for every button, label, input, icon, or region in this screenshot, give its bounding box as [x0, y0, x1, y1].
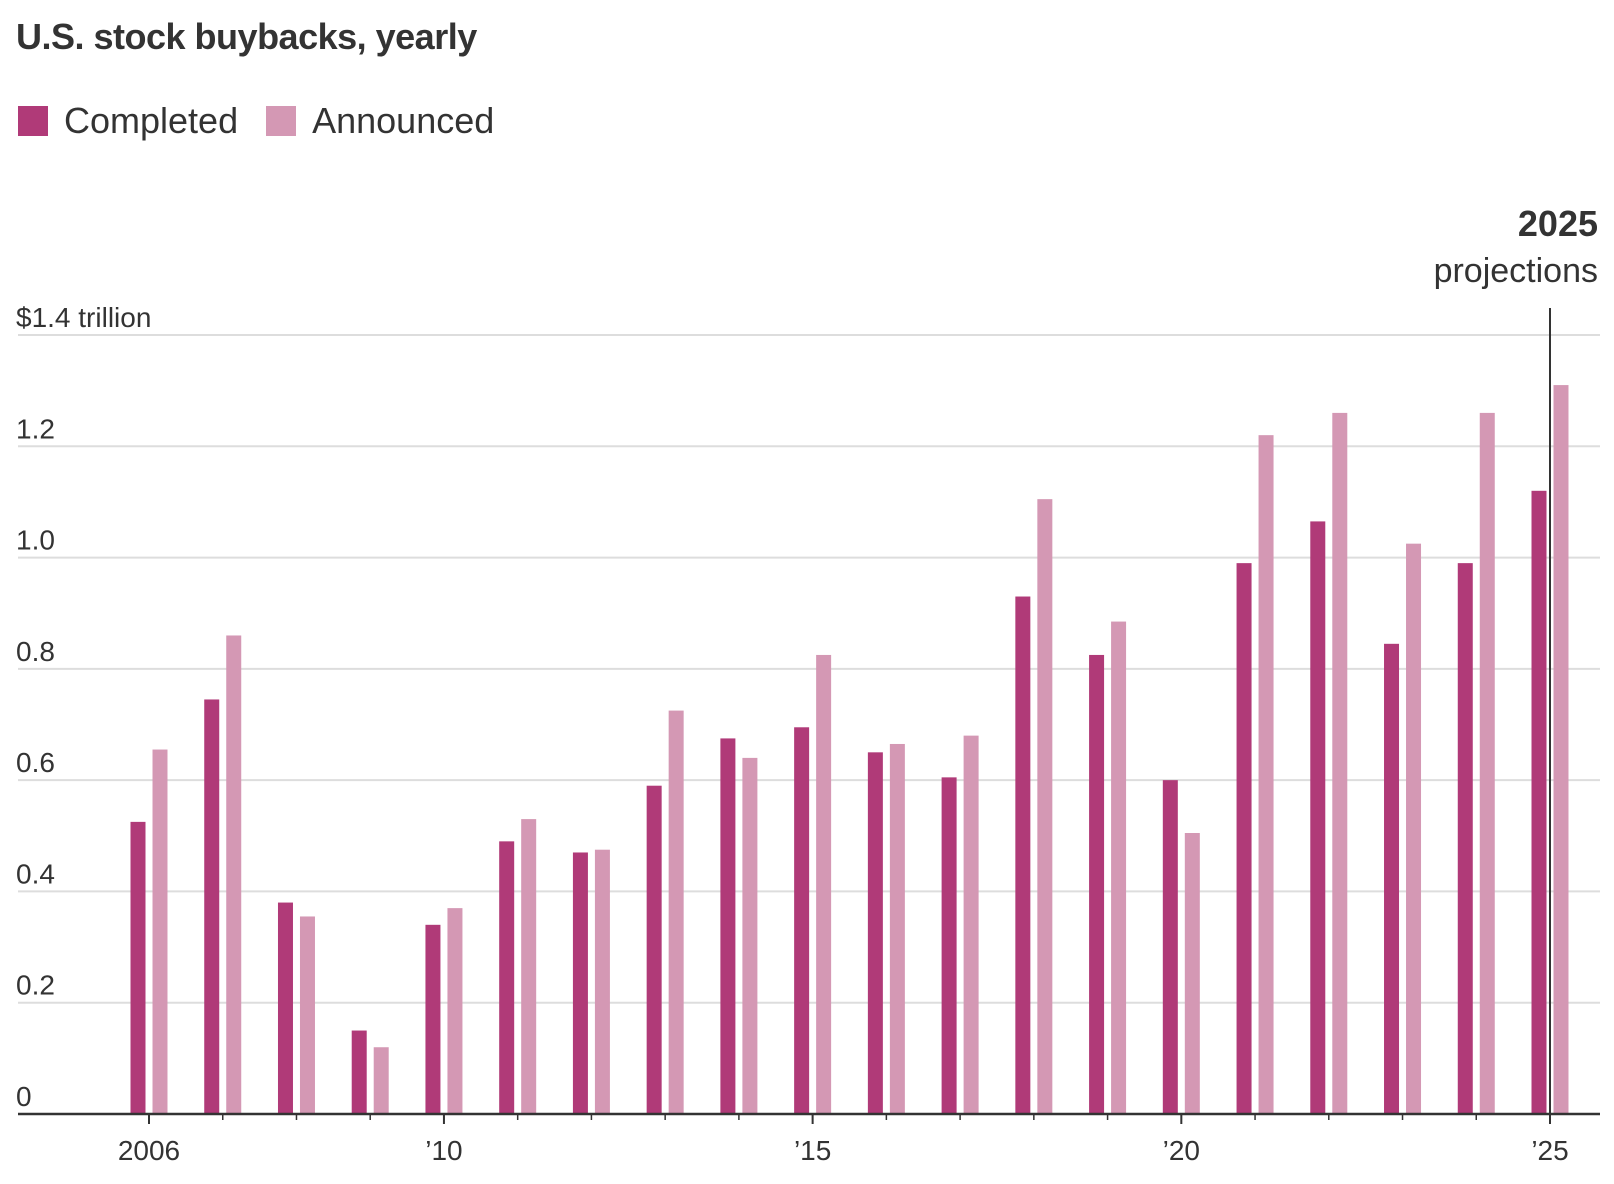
bar-announced — [742, 757, 758, 1114]
bar-completed — [867, 752, 883, 1114]
y-tick-label: 0.8 — [16, 636, 55, 667]
bar-completed — [1531, 490, 1547, 1114]
bar-announced — [373, 1047, 389, 1114]
bar-completed — [1384, 643, 1400, 1114]
bar-announced — [1406, 543, 1422, 1114]
bar-announced — [521, 819, 537, 1114]
bar-announced — [1037, 499, 1053, 1114]
bar-completed — [204, 699, 220, 1114]
bars — [130, 385, 1569, 1115]
bar-announced — [152, 749, 168, 1114]
bar-completed — [1236, 563, 1252, 1114]
y-tick-label: 0.4 — [16, 858, 55, 889]
legend-label-completed: Completed — [64, 100, 239, 141]
y-tick-label: 0.2 — [16, 970, 55, 1001]
y-tick-label: 1.0 — [16, 525, 55, 556]
x-tick-label: 2006 — [118, 1135, 180, 1166]
y-tick-label: 0.6 — [16, 747, 55, 778]
bar-announced — [594, 849, 610, 1114]
bar-announced — [1184, 833, 1200, 1114]
legend-item-announced: Announced — [266, 100, 494, 142]
chart-title: U.S. stock buybacks, yearly — [16, 16, 477, 57]
x-tick-label: ’10 — [425, 1135, 462, 1166]
x-axis: 2006 ’10 ’15 ’20 ’25 — [18, 1112, 1600, 1166]
x-tick-label: ’15 — [794, 1135, 831, 1166]
x-tick-label: ’20 — [1163, 1135, 1200, 1166]
bar-announced — [299, 916, 315, 1114]
bar-completed — [351, 1030, 367, 1114]
projection-annotation: 2025 projections — [1434, 203, 1598, 1114]
bar-announced — [1479, 412, 1495, 1114]
y-tick-label: $1.4 trillion — [16, 302, 151, 333]
legend: Completed Announced — [18, 100, 522, 142]
bar-announced — [1553, 385, 1569, 1114]
bar-completed — [277, 902, 293, 1114]
bar-completed — [572, 852, 588, 1114]
y-tick-label: 1.2 — [16, 413, 55, 444]
bar-completed — [941, 777, 957, 1114]
bar-completed — [1089, 654, 1105, 1114]
y-axis-labels: 0 0.2 0.4 0.6 0.8 1.0 1.2 $1.4 trillion — [16, 302, 151, 1112]
legend-swatch-announced — [266, 106, 297, 136]
bar-completed — [1015, 596, 1031, 1114]
bar-announced — [963, 735, 979, 1114]
x-tick-label: ’25 — [1531, 1135, 1568, 1166]
bar-announced — [1332, 412, 1348, 1114]
bar-completed — [794, 727, 810, 1114]
bar-completed — [425, 924, 441, 1114]
legend-swatch-completed — [18, 106, 48, 136]
legend-item-completed: Completed — [18, 100, 238, 142]
bar-completed — [1310, 521, 1326, 1114]
y-tick-label: 0 — [16, 1081, 32, 1112]
annotation-year: 2025 — [1518, 203, 1598, 244]
bar-announced — [816, 654, 832, 1114]
legend-label-announced: Announced — [312, 100, 495, 141]
bar-announced — [447, 908, 463, 1114]
bar-completed — [130, 821, 146, 1114]
bar-announced — [1258, 435, 1274, 1115]
annotation-label: projections — [1434, 252, 1598, 290]
bar-announced — [1111, 621, 1127, 1114]
bar-announced — [668, 710, 684, 1114]
bar-announced — [226, 635, 242, 1114]
bar-announced — [889, 743, 905, 1114]
bar-completed — [1162, 780, 1178, 1114]
bar-completed — [499, 841, 515, 1114]
bar-completed — [1457, 563, 1473, 1114]
bar-completed — [720, 738, 736, 1114]
bar-completed — [646, 785, 662, 1114]
